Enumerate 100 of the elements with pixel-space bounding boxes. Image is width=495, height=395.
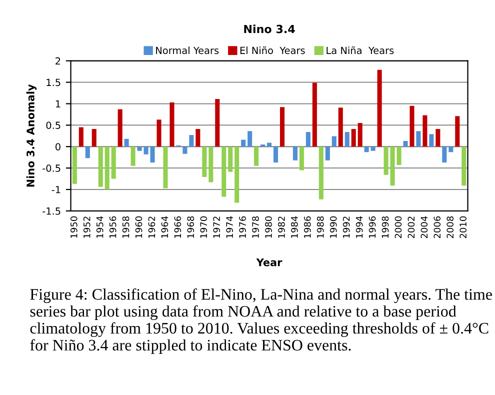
bar: [364, 146, 369, 152]
bar: [260, 144, 266, 147]
bar: [325, 146, 330, 160]
bar: [124, 138, 129, 147]
bar: [98, 146, 103, 187]
bar: [182, 146, 188, 154]
bar: [410, 106, 414, 147]
bar: [384, 146, 388, 175]
x-tick-label: 1976: [239, 216, 246, 238]
bar: [442, 146, 447, 162]
bar: [299, 146, 304, 170]
bar: [104, 146, 110, 190]
bar: [137, 146, 142, 151]
bar: [429, 134, 434, 147]
x-tick-label: 2000: [394, 216, 402, 238]
bar: [163, 146, 168, 188]
bar: [189, 135, 194, 147]
x-tick-label: 1954: [96, 216, 104, 238]
x-tick-label: 1950: [70, 216, 78, 238]
bar: [202, 146, 207, 178]
bar: [312, 82, 317, 147]
x-tick-label: 1996: [368, 216, 376, 238]
bar: [267, 142, 272, 147]
bar: [156, 120, 162, 147]
caption: Figure 4: Classification of El-Nino, La-Nina and normal years. The time series bar plot using data from NOAA and relative to a base period climatology from 1950 to 2010. Values exceeding thresholds of ± 0.4°C for Niño 3.4 are stippled to indicate ENSO events.: [30, 288, 492, 354]
bar: [358, 123, 362, 147]
bar: [215, 99, 220, 147]
bar: [318, 146, 324, 200]
x-tick-label: 1960: [135, 216, 142, 238]
x-tick-label: 1952: [83, 216, 90, 238]
x-tick-label: 1984: [291, 216, 298, 238]
bar: [422, 115, 428, 147]
bar: [222, 146, 226, 197]
x-tick-label: 1958: [122, 216, 130, 238]
bar: [377, 70, 382, 147]
bar: [351, 129, 356, 147]
bar: [85, 146, 90, 158]
bar: [370, 146, 376, 151]
y-tick-label: 2: [56, 57, 60, 65]
x-tick-label: 1968: [187, 216, 194, 238]
bar: [248, 131, 252, 147]
bar: [130, 146, 136, 166]
x-tick-label: 2006: [434, 216, 441, 238]
bar: [72, 146, 77, 184]
y-tick-label: -1: [52, 186, 60, 194]
x-tick-label: 1988: [316, 216, 324, 238]
bar: [170, 102, 174, 147]
bar: [332, 136, 336, 147]
chart-title: Nino 3.4: [244, 24, 295, 34]
bar: [254, 146, 259, 166]
x-tick-label: 1986: [304, 216, 311, 238]
bar: [228, 146, 233, 172]
y-tick-label: -1.5: [42, 208, 60, 215]
bar: [462, 146, 466, 186]
legend-label: El Niño Years: [240, 46, 305, 54]
x-tick-label: 1956: [109, 216, 116, 238]
x-tick-label: 1962: [148, 216, 156, 238]
bar: [234, 146, 240, 203]
bar: [416, 131, 421, 147]
y-tick-label: 1: [56, 100, 60, 108]
x-tick-label: 2010: [460, 216, 466, 238]
y-tick-label: 0.5: [46, 122, 60, 129]
bar: [118, 109, 122, 147]
x-tick-label: 1998: [382, 216, 389, 238]
x-tick-label: 2004: [420, 216, 428, 238]
y-tick-label: 1.5: [46, 78, 60, 86]
x-tick-label: 1970: [200, 216, 208, 238]
x-tick-label: 1994: [356, 216, 363, 238]
x-tick-label: 1978: [252, 216, 259, 238]
x-tick-label: 1964: [161, 216, 168, 238]
bar: [111, 146, 116, 179]
bar: [280, 107, 285, 147]
x-tick-label: 2002: [408, 216, 415, 238]
bar: [241, 140, 246, 147]
x-tick-label: 1972: [213, 216, 220, 238]
y-axis-title: Nino 3.4 Anomaly: [26, 84, 37, 187]
x-tick-label: 1966: [174, 216, 182, 238]
y-tick-label: -0.5: [42, 164, 60, 172]
bar: [436, 129, 440, 147]
x-tick-label: 2008: [446, 216, 454, 238]
bar: [448, 146, 454, 152]
bar: [208, 146, 214, 182]
bar: [78, 127, 84, 147]
bar: [306, 132, 310, 147]
x-tick-label: 1990: [330, 216, 337, 238]
bar: [455, 116, 460, 147]
x-tick-label: 1982: [278, 216, 285, 238]
y-tick-label: 0: [56, 143, 60, 150]
bar: [338, 108, 343, 147]
bar: [403, 141, 408, 147]
x-tick-label: 1974: [226, 216, 233, 238]
x-tick-label: 1992: [342, 216, 350, 238]
bar: [196, 129, 200, 147]
bar: [344, 132, 350, 147]
legend-label: Normal Years: [156, 46, 219, 54]
x-axis-title: Year: [256, 258, 282, 266]
x-tick-label: 1980: [265, 216, 272, 238]
bar: [292, 146, 298, 160]
bar: [273, 146, 278, 162]
bar: [92, 129, 96, 147]
